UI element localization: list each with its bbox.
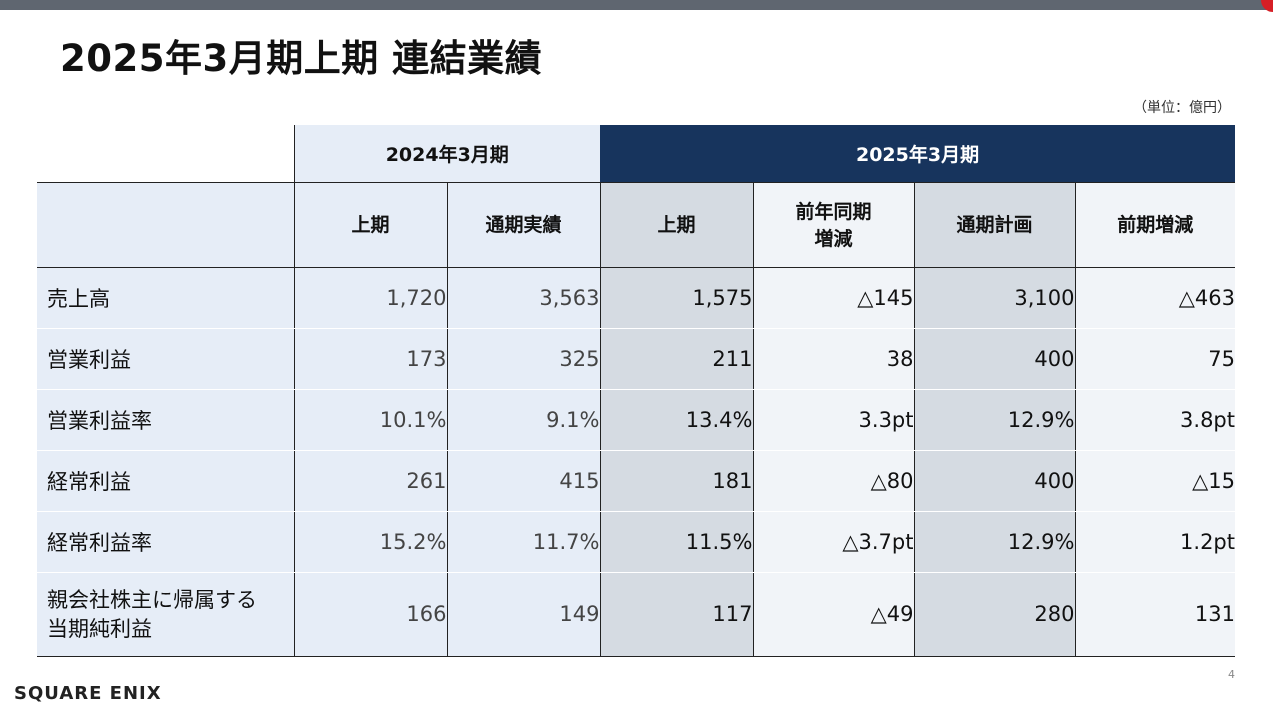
row-label: 親会社株主に帰属する 当期純利益 bbox=[37, 572, 294, 657]
cell-prev-change: 1.2pt bbox=[1074, 511, 1235, 573]
cell-fy2025-h1: 117 bbox=[599, 572, 753, 657]
col-header-2024-h1: 上期 bbox=[293, 182, 447, 268]
cell-yoy-change: △80 bbox=[752, 450, 914, 512]
cell-fy2024-h1: 1,720 bbox=[293, 267, 447, 329]
cell-full-plan: 400 bbox=[913, 450, 1075, 512]
table-row: 経常利益 261 415 181 △80 400 △15 bbox=[37, 450, 1235, 512]
unit-label: （単位：億円） bbox=[1133, 100, 1231, 116]
cell-full-plan: 280 bbox=[913, 572, 1075, 657]
header-empty-cell bbox=[37, 125, 294, 183]
cell-yoy-change: △3.7pt bbox=[752, 511, 914, 573]
header-fy2024: 2024年3月期 bbox=[293, 125, 601, 183]
cell-fy2024-h1: 166 bbox=[293, 572, 447, 657]
row-label: 経常利益 bbox=[37, 450, 294, 512]
cell-fy2025-h1: 13.4% bbox=[599, 389, 753, 451]
cell-fy2024-full: 11.7% bbox=[446, 511, 600, 573]
table-row: 親会社株主に帰属する 当期純利益 166 149 117 △49 280 131 bbox=[37, 572, 1235, 657]
cell-yoy-change: 3.3pt bbox=[752, 389, 914, 451]
cell-yoy-change: △145 bbox=[752, 267, 914, 329]
cell-yoy-change: △49 bbox=[752, 572, 914, 657]
page-title: 2025年3月期上期 連結業績 bbox=[60, 37, 543, 80]
financial-results-table: 2024年3月期 2025年3月期 上期 通期実績 上期 前年同期 増減 通期計… bbox=[37, 125, 1236, 268]
col-header-2025-h1: 上期 bbox=[599, 182, 754, 268]
cell-fy2025-h1: 211 bbox=[599, 328, 753, 390]
cell-prev-change: 131 bbox=[1074, 572, 1235, 657]
table-row: 売上高 1,720 3,563 1,575 △145 3,100 △463 bbox=[37, 267, 1235, 329]
cell-prev-change: 3.8pt bbox=[1074, 389, 1235, 451]
col-header-prev-change: 前期増減 bbox=[1074, 182, 1236, 268]
cell-fy2024-full: 9.1% bbox=[446, 389, 600, 451]
top-bar bbox=[0, 0, 1273, 10]
cell-fy2025-h1: 181 bbox=[599, 450, 753, 512]
subheader-label-cell bbox=[37, 182, 294, 268]
corner-mark bbox=[1261, 0, 1273, 12]
cell-fy2024-h1: 261 bbox=[293, 450, 447, 512]
col-header-full-plan: 通期計画 bbox=[913, 182, 1076, 268]
table-row: 営業利益 173 325 211 38 400 75 bbox=[37, 328, 1235, 390]
cell-fy2024-h1: 10.1% bbox=[293, 389, 447, 451]
row-label: 営業利益率 bbox=[37, 389, 294, 451]
col-header-2024-full: 通期実績 bbox=[446, 182, 601, 268]
cell-full-plan: 12.9% bbox=[913, 511, 1075, 573]
cell-fy2024-h1: 173 bbox=[293, 328, 447, 390]
cell-fy2024-h1: 15.2% bbox=[293, 511, 447, 573]
cell-fy2024-full: 149 bbox=[446, 572, 600, 657]
cell-prev-change: 75 bbox=[1074, 328, 1235, 390]
col-header-yoy-change: 前年同期 増減 bbox=[752, 182, 915, 268]
cell-prev-change: △15 bbox=[1074, 450, 1235, 512]
financial-results-body: 売上高 1,720 3,563 1,575 △145 3,100 △463 営業利益 173 32… bbox=[37, 267, 1235, 657]
cell-fy2025-h1: 11.5% bbox=[599, 511, 753, 573]
cell-full-plan: 400 bbox=[913, 328, 1075, 390]
header-fy2025: 2025年3月期 bbox=[600, 125, 1236, 183]
cell-full-plan: 12.9% bbox=[913, 389, 1075, 451]
company-logo: SQUARE ENIX bbox=[14, 683, 162, 704]
row-label: 営業利益 bbox=[37, 328, 294, 390]
cell-prev-change: △463 bbox=[1074, 267, 1235, 329]
row-label: 経常利益率 bbox=[37, 511, 294, 573]
cell-fy2024-full: 415 bbox=[446, 450, 600, 512]
cell-fy2025-h1: 1,575 bbox=[599, 267, 753, 329]
page-number: 4 bbox=[1228, 668, 1235, 681]
table-row: 営業利益率 10.1% 9.1% 13.4% 3.3pt 12.9% 3.8pt bbox=[37, 389, 1235, 451]
cell-full-plan: 3,100 bbox=[913, 267, 1075, 329]
table-row: 経常利益率 15.2% 11.7% 11.5% △3.7pt 12.9% 1.2pt bbox=[37, 511, 1235, 573]
row-label: 売上高 bbox=[37, 267, 294, 329]
cell-fy2024-full: 325 bbox=[446, 328, 600, 390]
cell-yoy-change: 38 bbox=[752, 328, 914, 390]
cell-fy2024-full: 3,563 bbox=[446, 267, 600, 329]
